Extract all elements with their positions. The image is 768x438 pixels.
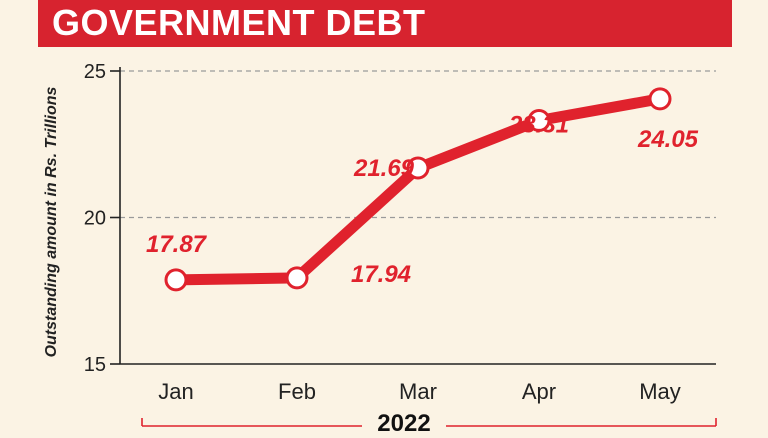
data-label-mar: 21.69 — [353, 155, 415, 182]
y-tick-label: 15 — [84, 354, 106, 376]
data-point-apr — [527, 109, 551, 133]
data-label-apr: 23.31 — [508, 112, 569, 139]
data-point-mar — [406, 156, 430, 180]
x-tick-label: Feb — [278, 379, 316, 404]
y-axis-label: Outstanding amount in Rs. Trillions — [43, 86, 60, 358]
x-axis-label: 2022 — [369, 410, 439, 438]
x-tick-label: May — [639, 379, 681, 404]
y-tick-label: 25 — [84, 61, 106, 83]
x-tick-label: Jan — [158, 379, 193, 404]
y-tick-label: 20 — [84, 208, 106, 230]
data-point-may — [648, 87, 672, 111]
data-point-jan — [164, 268, 188, 292]
data-label-jan: 17.87 — [146, 231, 208, 258]
data-label-may: 24.05 — [637, 126, 699, 153]
data-label-feb: 17.94 — [351, 261, 411, 288]
chart-title: GOVERNMENT DEBT — [52, 2, 426, 43]
data-point-feb — [285, 266, 309, 290]
x-tick-label: Mar — [399, 379, 437, 404]
x-tick-label: Apr — [522, 379, 556, 404]
series-line — [170, 93, 666, 286]
chart-header: GOVERNMENT DEBT — [38, 0, 732, 47]
